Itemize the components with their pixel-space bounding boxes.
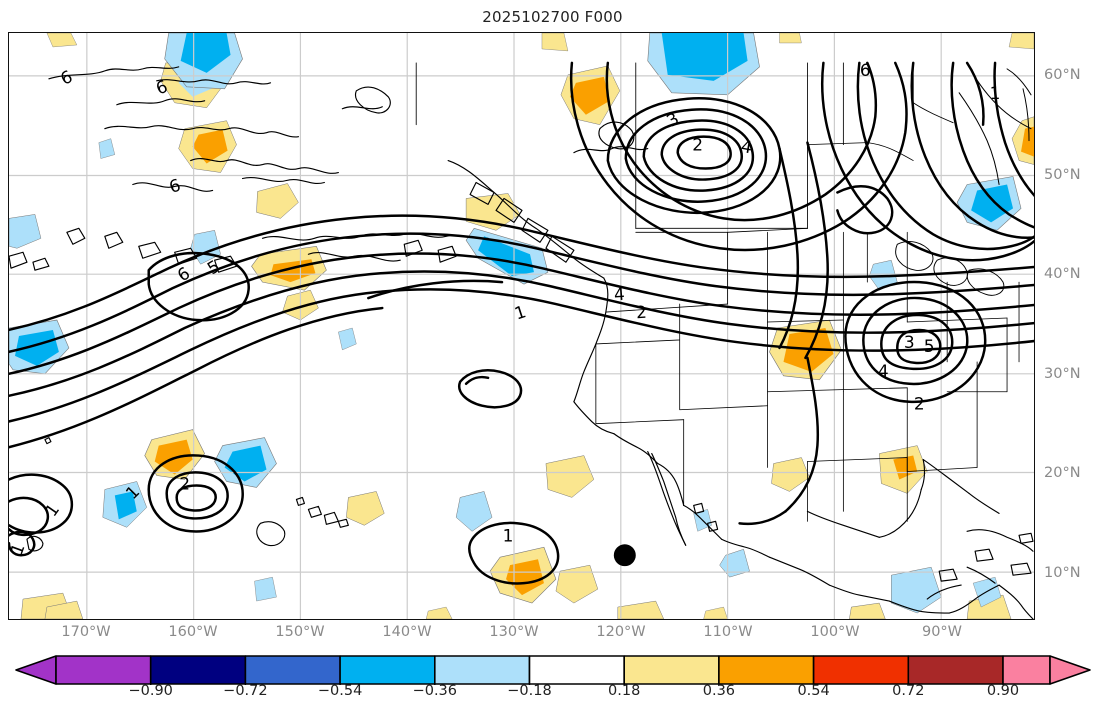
svg-text:2: 2 bbox=[635, 302, 647, 323]
page-title: 2025102700 F000 bbox=[482, 8, 623, 26]
lon-label-90W: 90°W bbox=[921, 624, 963, 640]
cbar-extend-high bbox=[1049, 655, 1091, 685]
cbar-seg-royalblue bbox=[244, 655, 341, 685]
svg-text:2: 2 bbox=[692, 135, 703, 155]
svg-text:1: 1 bbox=[990, 83, 1001, 103]
cbar-seg-pink bbox=[1002, 655, 1051, 685]
cbar-tick--0.36: −0.36 bbox=[412, 683, 458, 699]
cbar-tick--0.18: −0.18 bbox=[507, 683, 552, 699]
cbar-seg-darkred bbox=[907, 655, 1004, 685]
lat-label-20: 20°N bbox=[1044, 465, 1081, 481]
cbar-tick-0.18: 0.18 bbox=[608, 683, 641, 699]
cbar-tick-0.54: 0.54 bbox=[797, 683, 830, 699]
cbar-seg-cyan bbox=[339, 655, 436, 685]
negative-shading-group bbox=[9, 33, 1022, 614]
lat-label-40: 40°N bbox=[1044, 266, 1081, 282]
map-background bbox=[9, 33, 1034, 619]
svg-text:6: 6 bbox=[860, 60, 871, 80]
cbar-seg-navy bbox=[149, 655, 247, 685]
cbar-tick-0.90: 0.90 bbox=[986, 683, 1020, 699]
lon-label-120W: 120°W bbox=[596, 624, 646, 640]
lon-label-140W: 140°W bbox=[382, 624, 432, 640]
map-canvas: 6 6 6 6 5 1 4 2 2 3 4 6 1 2 3 5 4 bbox=[9, 33, 1034, 619]
lon-label-170W: 170°W bbox=[61, 624, 111, 640]
svg-text:4: 4 bbox=[740, 136, 754, 158]
cbar-seg-purple bbox=[55, 655, 152, 685]
location-marker bbox=[613, 544, 636, 567]
cbar-seg-orange bbox=[718, 655, 815, 685]
lon-label-100W: 100°W bbox=[810, 624, 860, 640]
cbar-seg-lightblue bbox=[433, 655, 531, 685]
gridlines bbox=[9, 33, 1034, 619]
svg-text:4: 4 bbox=[613, 284, 625, 305]
colorbar-swatches bbox=[15, 655, 1091, 685]
lon-label-150W: 150°W bbox=[275, 624, 325, 640]
cbar-seg-redorange bbox=[812, 655, 910, 685]
line-contour-layer bbox=[9, 61, 1034, 585]
svg-text:2: 2 bbox=[914, 394, 925, 414]
lat-label-60: 60°N bbox=[1044, 67, 1081, 83]
svg-text:4: 4 bbox=[878, 361, 889, 381]
cbar-seg-white bbox=[528, 655, 625, 685]
lat-label-30: 30°N bbox=[1044, 366, 1081, 382]
cbar-tick--0.90: −0.90 bbox=[128, 683, 173, 699]
cbar-tick--0.72: −0.72 bbox=[223, 683, 268, 699]
svg-text:3: 3 bbox=[904, 332, 915, 352]
cbar-tick--0.54: −0.54 bbox=[317, 683, 363, 699]
lon-label-110W: 110°W bbox=[703, 624, 753, 640]
lat-label-10: 10°N bbox=[1044, 565, 1081, 581]
cbar-tick-0.36: 0.36 bbox=[702, 683, 736, 699]
cbar-extend-low bbox=[15, 655, 57, 685]
lat-label-50: 50°N bbox=[1044, 167, 1081, 183]
svg-text:2: 2 bbox=[179, 473, 190, 493]
svg-text:1: 1 bbox=[503, 525, 514, 545]
lon-label-130W: 130°W bbox=[489, 624, 539, 640]
svg-text:5: 5 bbox=[924, 336, 935, 356]
lon-label-160W: 160°W bbox=[168, 624, 218, 640]
map-plot-area: 6 6 6 6 5 1 4 2 2 3 4 6 1 2 3 5 4 bbox=[8, 32, 1035, 620]
cbar-seg-paleyellow bbox=[623, 655, 720, 685]
cbar-tick-0.72: 0.72 bbox=[892, 683, 925, 699]
colorbar: −0.90 −0.72 −0.54 −0.36 −0.18 0.18 0.36 … bbox=[8, 655, 1098, 707]
